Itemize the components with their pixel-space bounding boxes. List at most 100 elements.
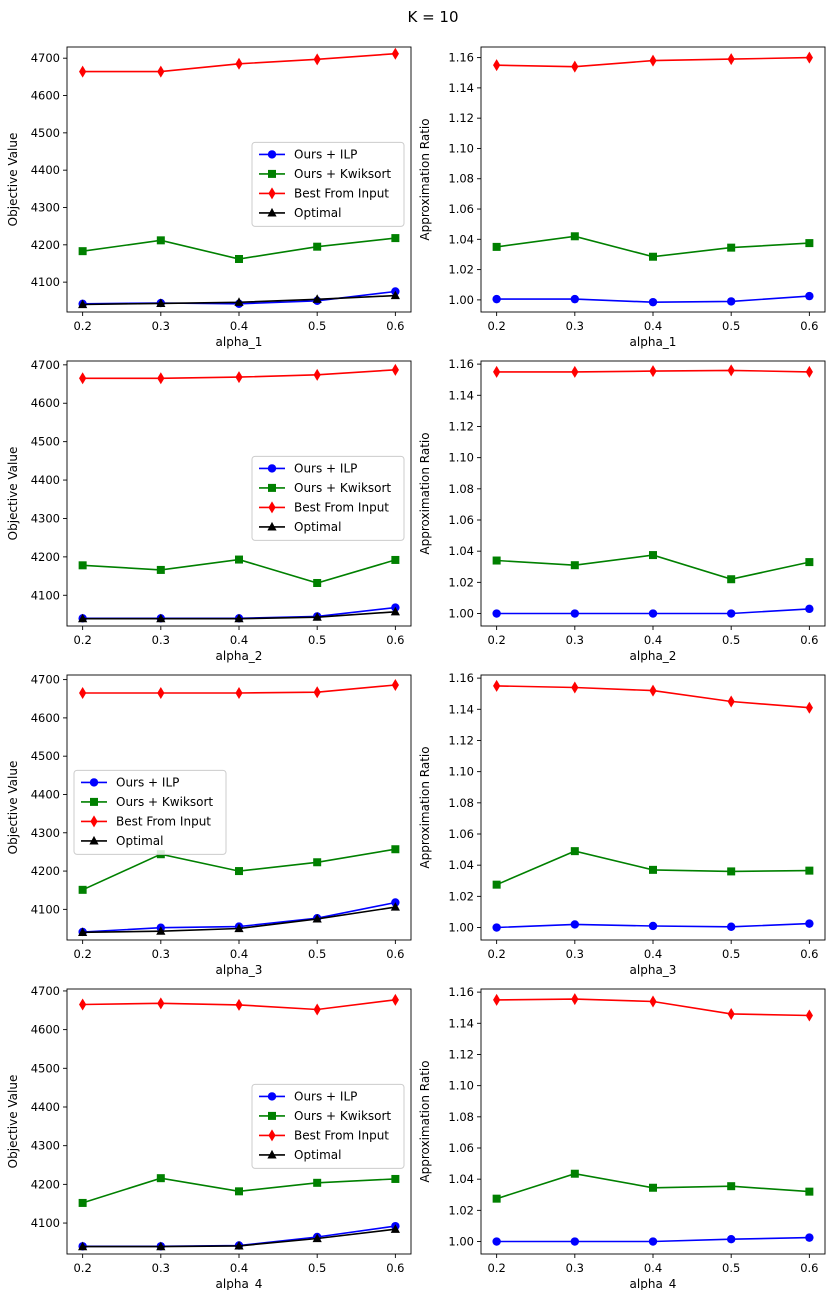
data-point-opt: [234, 923, 244, 933]
data-point-ilp: [570, 609, 580, 618]
data-point-kwik: [805, 558, 814, 567]
y-tick-label: 1.14: [448, 1016, 474, 1030]
data-point-ilp: [570, 920, 580, 929]
data-point-best: [235, 57, 243, 70]
data-point-best: [235, 998, 243, 1011]
y-tick-label: 1.00: [448, 921, 474, 935]
y-tick-label: 4300: [31, 200, 60, 214]
data-point-kwik: [649, 551, 657, 560]
legend-marker-kwik: [268, 483, 276, 492]
data-point-ilp: [726, 1234, 736, 1244]
data-point-opt: [156, 926, 166, 935]
y-tick-label: 1.12: [448, 419, 474, 433]
legend-label-kwik: Ours + Kwiksort: [294, 481, 391, 495]
data-point-kwik: [492, 1194, 501, 1203]
series-kwik: [78, 1174, 400, 1207]
data-point-ilp: [805, 1233, 814, 1242]
y-tick-label: 1.04: [448, 232, 474, 246]
series-kwik: [492, 232, 814, 261]
data-point-best: [157, 997, 165, 1010]
y-tick-label: 1.16: [448, 985, 474, 999]
data-point-kwik: [570, 847, 579, 856]
data-point-kwik: [235, 555, 243, 564]
data-point-ilp: [805, 919, 814, 928]
x-tick-label: 0.5: [722, 947, 740, 961]
data-point-best: [805, 701, 813, 714]
data-point-best: [493, 365, 501, 378]
x-tick-label: 0.3: [566, 1261, 584, 1275]
series-best: [79, 678, 399, 699]
series-kwik: [78, 555, 400, 587]
axes-frame: [480, 46, 826, 313]
series-best: [493, 993, 813, 1022]
subplot-4-1: 0.2 0.3 0.4 0.5 0.6 4100 4200 4300 4400 4500 4600 4…: [6, 984, 412, 1290]
data-point-best: [571, 60, 579, 73]
legend-label-opt: Optimal: [116, 834, 163, 848]
x-tick-label: 0.4: [644, 633, 662, 647]
series-ilp: [492, 291, 814, 307]
data-point-kwik: [492, 242, 501, 251]
data-point-kwik: [805, 239, 814, 248]
legend-label-opt: Optimal: [294, 1148, 341, 1162]
y-tick-label: 4100: [31, 902, 60, 916]
subplot-2-1: 0.2 0.3 0.4 0.5 0.6 4100 4200 4300 4400 4500 4600 4…: [6, 358, 412, 663]
x-tick-label: 0.3: [152, 947, 170, 961]
data-point-opt: [312, 294, 322, 303]
data-point-best: [157, 372, 165, 385]
y-tick-label: 1.08: [448, 172, 474, 186]
data-point-best: [805, 51, 813, 64]
legend: Ours + ILP Ours + Kwiksort Best From Input…: [251, 141, 405, 227]
x-tick-label: 0.5: [308, 947, 326, 961]
series-ilp: [492, 604, 814, 618]
series-kwik: [492, 847, 814, 889]
legend-box: [251, 455, 405, 541]
x-tick-label: 0.2: [73, 633, 91, 647]
data-point-best: [571, 365, 579, 378]
x-tick-label: 0.5: [308, 1261, 326, 1275]
y-tick-label: 4600: [31, 396, 60, 410]
series-ilp: [492, 919, 814, 932]
legend-label-ilp: Ours + ILP: [116, 775, 179, 789]
x-tick-label: 0.2: [73, 1261, 91, 1275]
legend-marker-kwik: [90, 797, 98, 806]
data-point-kwik: [78, 561, 87, 570]
legend-label-best: Best From Input: [294, 1128, 389, 1142]
y-tick-label: 1.00: [448, 293, 474, 307]
y-axis-label: Objective Value: [6, 761, 20, 855]
data-point-best: [727, 53, 735, 66]
x-axis-label: alpha_2: [216, 649, 263, 663]
y-tick-label: 4700: [31, 673, 60, 687]
y-axis-label: Approximation Ratio: [418, 746, 432, 868]
series-kwik: [78, 234, 400, 263]
legend-marker-ilp: [267, 150, 277, 159]
y-tick-label: 4600: [31, 1023, 60, 1037]
x-tick-label: 0.2: [73, 947, 91, 961]
y-tick-label: 4200: [31, 238, 60, 252]
legend-label-best: Best From Input: [294, 500, 389, 514]
data-point-kwik: [156, 1174, 165, 1183]
data-point-opt: [78, 1241, 88, 1251]
y-tick-label: 1.04: [448, 544, 474, 558]
x-axis-label: alpha_3: [216, 963, 263, 977]
x-tick-label: 0.6: [386, 947, 404, 961]
data-point-kwik: [235, 1187, 243, 1196]
y-tick-label: 1.02: [448, 575, 474, 589]
data-point-opt: [312, 1233, 322, 1243]
data-point-best: [493, 993, 501, 1006]
y-tick-label: 4200: [31, 1177, 60, 1191]
data-point-kwik: [492, 556, 501, 565]
data-point-opt: [390, 902, 400, 911]
data-point-kwik: [78, 885, 87, 894]
legend-marker-opt: [267, 207, 277, 217]
data-point-ilp: [492, 923, 501, 932]
subplot-2-2: 0.2 0.3 0.4 0.5 0.6 1.00 1.02 1.04 1.06 1.08 1.10 1…: [418, 357, 826, 663]
data-point-best: [391, 993, 399, 1006]
y-tick-label: 1.00: [448, 1235, 474, 1249]
data-point-kwik: [156, 565, 165, 574]
data-point-best: [313, 53, 321, 66]
series-best: [79, 363, 399, 385]
legend-label-ilp: Ours + ILP: [294, 147, 357, 161]
series-kwik: [492, 551, 814, 584]
data-point-best: [391, 678, 399, 691]
legend-marker-ilp: [89, 778, 99, 787]
